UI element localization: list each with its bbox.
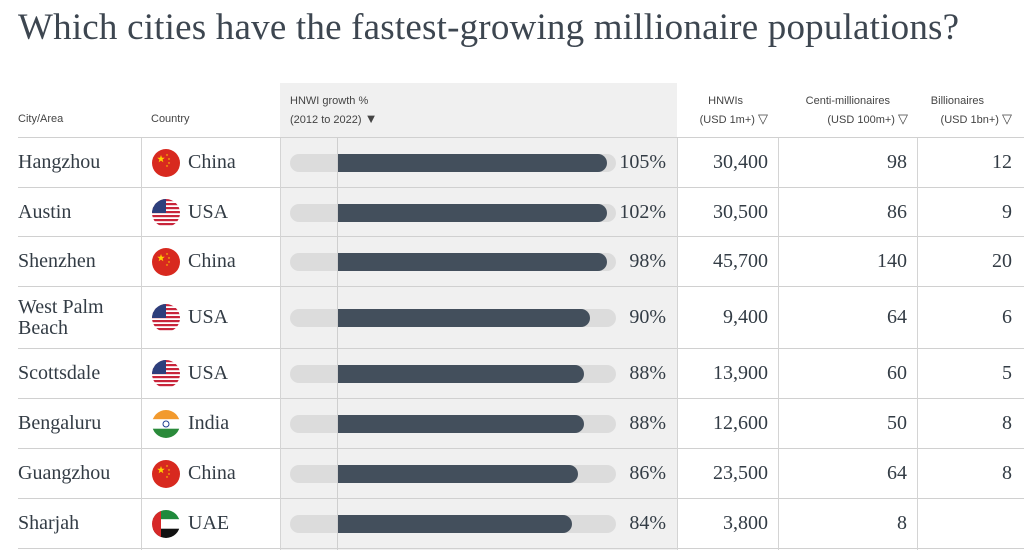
growth-bar[interactable] [337,515,572,533]
uae-flag-icon [152,510,180,538]
city-name: Bengaluru [18,412,102,434]
sort-desc-icon[interactable]: ▼ [364,111,378,126]
sort-icon[interactable]: ▽ [1002,111,1012,126]
centi-value: 60 [887,362,907,384]
divider [778,138,779,550]
china-flag-icon [152,460,180,488]
china-flag-icon [152,248,180,276]
hnwi-value: 30,400 [713,151,768,173]
header-divider [18,137,1024,138]
country-name: USA [188,362,229,384]
divider [141,138,142,550]
country-name: India [188,412,230,434]
china-flag-icon [152,149,180,177]
row-divider [18,348,1024,349]
header-growth-line1: HNWI growth % [290,95,369,107]
billionaires-value: 9 [1002,200,1012,223]
country-name: USA [188,306,229,328]
billionaires-value: 8 [1002,462,1012,484]
header-centi[interactable]: Centi-millionaires (USD 100m+) ▽ [768,93,908,129]
growth-value: 86% [629,462,666,484]
header-hnwi[interactable]: HNWIs (USD 1m+) ▽ [668,93,768,129]
sort-icon[interactable]: ▽ [898,111,908,126]
header-country[interactable]: Country [151,113,190,125]
header-hnwi-line2: (USD 1m+) [699,114,755,126]
city-name: Austin [18,200,72,223]
header-centi-line2: (USD 100m+) [827,114,895,126]
country-name: China [188,462,236,484]
growth-bar[interactable] [337,203,607,222]
city-name: Guangzhou [18,462,111,484]
centi-value: 8 [897,512,907,534]
divider [917,138,918,550]
hnwi-value: 3,800 [723,512,768,534]
india-flag-icon [152,410,180,438]
growth-value: 88% [629,362,666,384]
sort-icon[interactable]: ▽ [758,111,768,126]
growth-value: 98% [629,250,666,272]
growth-bar[interactable] [337,465,578,483]
growth-value: 102% [619,200,666,223]
growth-value: 90% [629,306,666,328]
hnwi-value: 13,900 [713,362,768,384]
row-divider [18,187,1024,188]
growth-value: 105% [619,151,666,173]
city-name: Scottsdale [18,362,101,384]
country-name: USA [188,200,229,223]
billionaires-value: 12 [992,151,1012,173]
header-centi-line1: Centi-millionaires [805,95,890,107]
header-growth-line2: (2012 to 2022) [290,114,362,126]
row-divider [18,398,1024,399]
centi-value: 50 [887,412,907,434]
header-hnwi-line1: HNWIs [708,95,743,107]
billionaires-value: 6 [1002,306,1012,328]
row-divider [18,548,1024,549]
billionaires-value: 8 [1002,412,1012,434]
baseline [337,138,338,550]
row-divider [18,448,1024,449]
header-bil-line2: (USD 1bn+) [940,114,999,126]
growth-value: 84% [629,512,666,534]
growth-bar[interactable] [337,415,584,433]
country-name: UAE [188,512,230,534]
centi-value: 86 [887,200,907,223]
city-name: West Palm Beach [18,296,104,339]
centi-value: 98 [887,151,907,173]
country-name: China [188,250,236,272]
hnwi-value: 23,500 [713,462,768,484]
growth-bar[interactable] [337,365,584,383]
header-bil-line1: Billionaires [930,95,984,107]
country-name: China [188,151,236,173]
city-name: Sharjah [18,512,80,534]
row-divider [18,236,1024,237]
centi-value: 64 [887,306,907,328]
divider [677,138,678,550]
usa-flag-icon [152,360,180,388]
city-name: Shenzhen [18,250,96,272]
growth-value: 88% [629,412,666,434]
growth-bar[interactable] [337,309,590,327]
growth-bar[interactable] [337,154,607,172]
row-divider [18,286,1024,287]
header-billionaires[interactable]: Billionaires (USD 1bn+) ▽ [912,93,1012,129]
billionaires-value: 20 [992,250,1012,272]
page-title: Which cities have the fastest-growing mi… [18,7,960,48]
divider [280,138,281,550]
hnwi-value: 9,400 [723,306,768,328]
hnwi-value: 30,500 [713,200,768,223]
row-divider [18,498,1024,499]
growth-bar[interactable] [337,253,607,271]
hnwi-value: 12,600 [713,412,768,434]
header-city[interactable]: City/Area [18,113,64,125]
usa-flag-icon [152,304,180,332]
hnwi-value: 45,700 [713,250,768,272]
header-growth[interactable]: HNWI growth % (2012 to 2022) ▼ [290,93,378,129]
centi-value: 140 [877,250,907,272]
centi-value: 64 [887,462,907,484]
city-name: Hangzhou [18,151,101,173]
billionaires-value: 5 [1002,362,1012,384]
usa-flag-icon [152,198,180,227]
